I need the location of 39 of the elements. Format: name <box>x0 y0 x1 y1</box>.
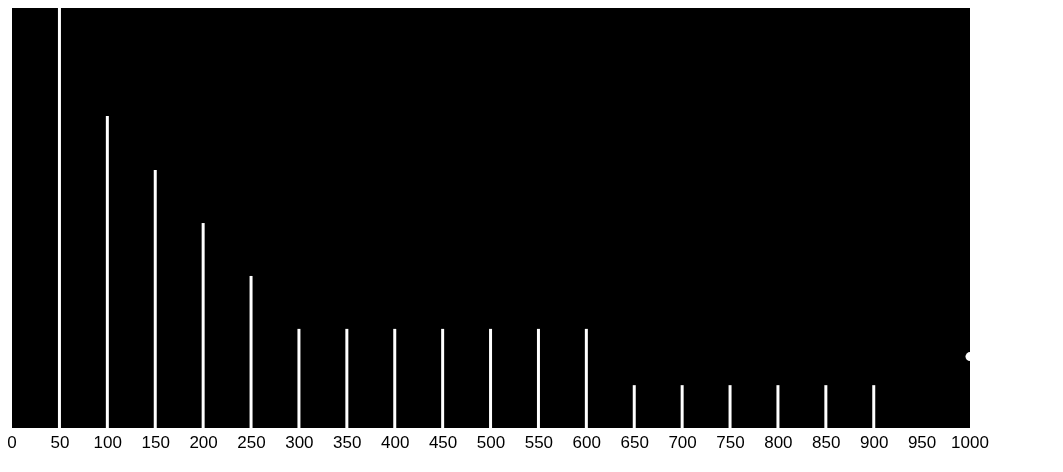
bar <box>680 385 684 428</box>
x-tick-label: 450 <box>428 433 458 453</box>
bar <box>489 328 493 428</box>
bar <box>345 328 349 428</box>
bar <box>728 385 732 428</box>
x-tick-label: 850 <box>812 433 841 453</box>
x-tick-label: 750 <box>716 433 745 453</box>
x-tick-label: 150 <box>141 433 170 453</box>
bar <box>776 385 780 428</box>
x-tick-label: 500 <box>476 433 506 453</box>
bar <box>441 328 445 428</box>
x-tick-label: 200 <box>189 433 218 453</box>
x-tick-label: 350 <box>333 433 362 453</box>
bar <box>105 115 109 428</box>
x-tick-label: 950 <box>907 433 937 453</box>
bar <box>153 170 157 428</box>
x-tick-label: 600 <box>572 433 601 453</box>
x-tick-label: 800 <box>764 433 793 453</box>
bar <box>297 328 301 428</box>
bar <box>536 328 540 428</box>
x-tick-label: 0 <box>7 433 17 453</box>
x-tick-label: 1000 <box>951 433 989 453</box>
bar <box>632 385 636 428</box>
x-tick-label: 400 <box>381 433 410 453</box>
bar <box>57 8 61 428</box>
x-tick-label: 100 <box>93 433 122 453</box>
bar <box>872 385 876 428</box>
x-tick-label: 300 <box>285 433 314 453</box>
x-tick-label: 650 <box>620 433 649 453</box>
bar <box>393 328 397 428</box>
x-tick-label: 900 <box>860 433 889 453</box>
x-tick-label: 550 <box>524 433 554 453</box>
bar <box>201 223 205 428</box>
x-tick-label: 700 <box>668 433 697 453</box>
bar <box>824 385 828 428</box>
x-tick-label: 50 <box>50 433 70 453</box>
bar <box>584 328 588 428</box>
x-tick-label: 250 <box>237 433 266 453</box>
bar <box>249 275 253 428</box>
